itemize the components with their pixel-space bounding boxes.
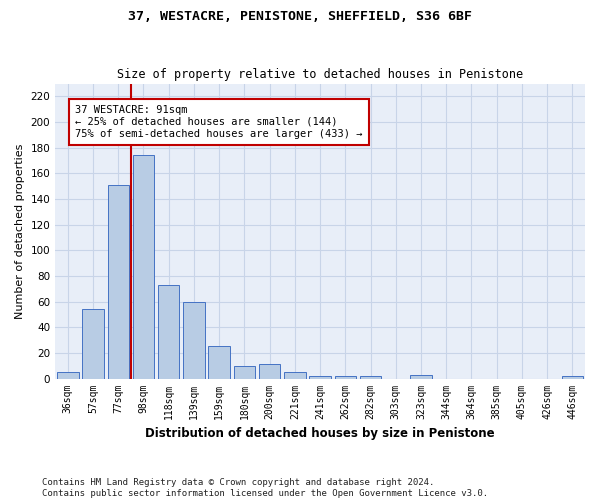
Bar bbox=[233, 366, 255, 378]
Bar bbox=[208, 346, 230, 378]
Y-axis label: Number of detached properties: Number of detached properties bbox=[15, 144, 25, 318]
Bar bbox=[284, 372, 305, 378]
Bar bbox=[410, 374, 432, 378]
Text: Contains HM Land Registry data © Crown copyright and database right 2024.
Contai: Contains HM Land Registry data © Crown c… bbox=[42, 478, 488, 498]
Bar bbox=[82, 310, 104, 378]
Bar bbox=[310, 376, 331, 378]
Bar bbox=[360, 376, 381, 378]
Bar bbox=[562, 376, 583, 378]
Title: Size of property relative to detached houses in Penistone: Size of property relative to detached ho… bbox=[117, 68, 523, 81]
Bar bbox=[107, 185, 129, 378]
Bar bbox=[259, 364, 280, 378]
Text: 37 WESTACRE: 91sqm
← 25% of detached houses are smaller (144)
75% of semi-detach: 37 WESTACRE: 91sqm ← 25% of detached hou… bbox=[76, 106, 363, 138]
Bar bbox=[158, 285, 179, 378]
X-axis label: Distribution of detached houses by size in Penistone: Distribution of detached houses by size … bbox=[145, 427, 495, 440]
Bar bbox=[183, 302, 205, 378]
Text: 37, WESTACRE, PENISTONE, SHEFFIELD, S36 6BF: 37, WESTACRE, PENISTONE, SHEFFIELD, S36 … bbox=[128, 10, 472, 23]
Bar bbox=[335, 376, 356, 378]
Bar bbox=[57, 372, 79, 378]
Bar bbox=[133, 156, 154, 378]
